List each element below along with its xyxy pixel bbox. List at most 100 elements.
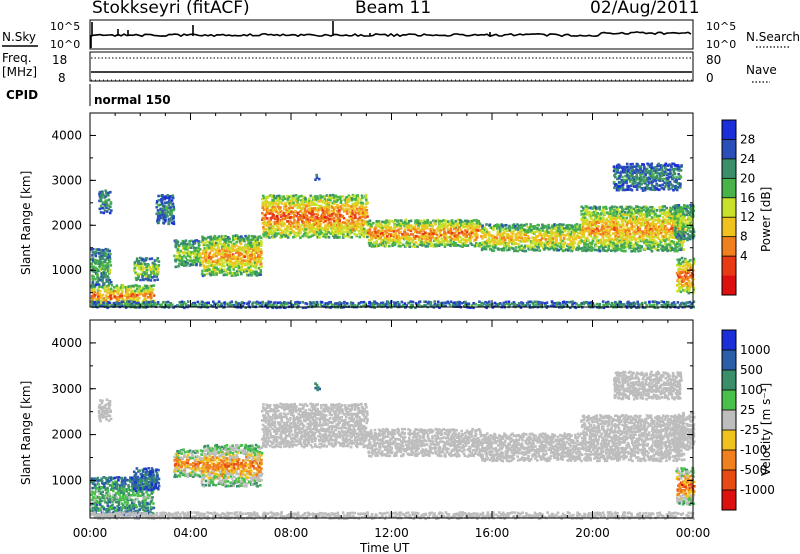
power-cell xyxy=(624,205,628,209)
power-cell xyxy=(408,242,411,245)
power-cell xyxy=(548,237,551,240)
power-cell xyxy=(551,231,554,235)
power-cell xyxy=(188,251,191,255)
power-cell xyxy=(635,247,638,250)
power-cell xyxy=(369,236,373,239)
power-cell xyxy=(512,241,515,245)
power-cell xyxy=(252,242,255,245)
power-cell xyxy=(636,205,639,209)
power-cell xyxy=(289,224,293,227)
power-cell xyxy=(254,245,258,249)
power-cell xyxy=(485,228,488,232)
power-cell xyxy=(237,235,241,239)
power-cell xyxy=(222,235,225,239)
power-cell xyxy=(139,278,142,282)
power-cell xyxy=(345,210,349,214)
power-cell xyxy=(220,235,224,238)
power-cell xyxy=(641,222,645,226)
power-cell xyxy=(99,259,102,262)
power-cell xyxy=(346,233,350,236)
power-cell xyxy=(103,274,106,278)
power-cell xyxy=(201,235,204,239)
power-cell xyxy=(573,301,577,305)
power-cell xyxy=(455,230,458,233)
power-cell xyxy=(341,236,345,239)
power-cell xyxy=(345,196,349,199)
power-cell xyxy=(536,239,539,242)
power-cell xyxy=(91,281,95,284)
power-cell xyxy=(206,261,210,265)
power-cell xyxy=(372,304,376,307)
power-cell xyxy=(343,303,346,307)
power-cell xyxy=(477,219,481,223)
power-cell xyxy=(630,188,634,192)
power-cell xyxy=(340,302,343,305)
power-cell xyxy=(307,197,311,201)
power-cell xyxy=(391,233,395,237)
power-cell xyxy=(336,230,339,233)
power-cell xyxy=(555,304,558,307)
power-cell xyxy=(147,291,150,295)
power-cell xyxy=(366,215,369,218)
power-cell xyxy=(628,302,632,305)
power-cell xyxy=(656,231,660,234)
power-cell xyxy=(435,244,438,248)
power-cell xyxy=(434,223,437,226)
power-cell xyxy=(443,245,447,248)
power-cell xyxy=(93,302,96,306)
power-cell xyxy=(399,241,402,245)
power-cell xyxy=(214,237,217,240)
power-cell xyxy=(645,229,649,233)
power-cell xyxy=(109,205,112,208)
power-cell xyxy=(143,260,146,263)
power-cell xyxy=(280,202,284,205)
power-cell xyxy=(588,241,592,245)
power-cell xyxy=(551,302,554,306)
power-cell xyxy=(627,188,630,191)
power-cell xyxy=(361,215,365,218)
power-cell xyxy=(338,301,342,304)
power-cell xyxy=(587,238,590,242)
power-cell xyxy=(294,301,297,304)
power-cell xyxy=(566,238,569,241)
power-cell xyxy=(542,246,545,250)
power-cell xyxy=(598,240,602,244)
power-cell xyxy=(521,224,525,228)
power-cell xyxy=(356,194,359,197)
power-cell xyxy=(574,237,577,241)
power-cell xyxy=(286,194,289,198)
power-cell xyxy=(548,226,551,230)
power-cell xyxy=(660,304,664,307)
power-cell xyxy=(347,219,351,223)
power-cell xyxy=(193,260,197,263)
power-cell xyxy=(371,303,374,307)
power-cell xyxy=(594,248,597,252)
power-cell xyxy=(231,272,235,275)
power-cell xyxy=(367,304,370,308)
power-cell xyxy=(315,203,318,206)
power-cell xyxy=(279,233,283,236)
power-cell xyxy=(647,247,650,250)
power-cell xyxy=(256,260,260,263)
power-cell xyxy=(319,222,322,226)
power-cell xyxy=(211,247,214,251)
power-cell xyxy=(537,246,540,249)
power-cell xyxy=(282,195,285,198)
power-cell xyxy=(640,223,643,227)
power-cell xyxy=(323,201,327,205)
power-cell xyxy=(250,234,254,238)
power-cell xyxy=(496,223,499,226)
power-cell xyxy=(510,302,514,305)
power-cell xyxy=(359,218,362,222)
power-cell xyxy=(582,222,586,225)
power-cell xyxy=(523,246,526,249)
power-cell xyxy=(610,220,614,224)
power-cell xyxy=(248,243,252,247)
power-cell xyxy=(587,227,590,230)
power-cell xyxy=(631,249,635,253)
power-cell xyxy=(348,208,351,211)
power-cell xyxy=(601,300,605,303)
power-cell xyxy=(440,243,444,246)
power-cell xyxy=(149,274,152,277)
power-cell xyxy=(622,234,625,237)
